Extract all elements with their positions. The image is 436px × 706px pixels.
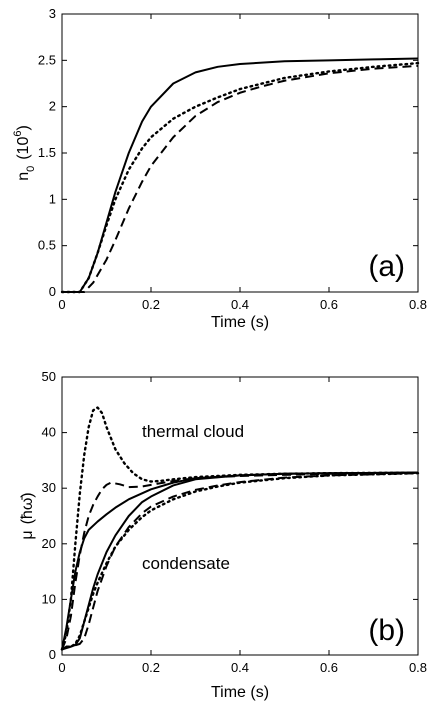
panel-a-ytick-label: 0 [49, 284, 56, 299]
panel-b-chart: 0 0.2 0.4 0.6 0.8 0 10 20 30 40 50 (b) thermal clo… [19, 369, 427, 701]
panel-b-condensate-dotted-series-line [60, 471, 420, 651]
panel-a-xtick-label: 0 [58, 297, 65, 312]
ylabel-subscript: 0 [25, 166, 37, 172]
panel-b-ytick-label: 20 [42, 536, 56, 551]
panel-b-thermal-cloud-dashed-series-line [61, 471, 419, 650]
panel-b-label: (b) [368, 614, 405, 647]
panel-a-xtick-label: 0.4 [231, 297, 249, 312]
panel-b-ylabel: μ (ħω̄) [19, 492, 36, 539]
panel-b-ytick-label: 50 [42, 369, 56, 384]
panel-b-xtick-label: 0.8 [409, 660, 427, 675]
panel-a-chart: 0 0.2 0.4 0.6 0.800.511.522.53 (a) Time (s) … [12, 6, 427, 331]
panel-b-xtick-label: 0.4 [231, 660, 249, 675]
ylabel-unit-open: (10 [15, 137, 32, 160]
panel-b-xtick-label: 0.6 [320, 660, 338, 675]
annotation-thermal-cloud: thermal cloud [142, 422, 244, 441]
panel-a-ytick-label: 1.5 [38, 145, 56, 160]
panel-a-ytick-label: 2 [49, 99, 56, 114]
panel-a-xtick-label: 0.6 [320, 297, 338, 312]
panel-a-series [60, 57, 420, 294]
panel-b-ytick-label: 0 [49, 647, 56, 662]
panel-a-ytick-label: 1 [49, 191, 56, 206]
panel-a-xlabel: Time (s) [211, 314, 269, 331]
panel-a-dotted-series-line [60, 61, 420, 294]
panel-b-ticks: 0 0.2 0.4 0.6 0.8 0 10 20 30 40 50 [42, 369, 428, 675]
panel-a-xtick-label: 0.2 [142, 297, 160, 312]
panel-b-condensate-solid-series-line [61, 471, 419, 651]
panel-a-ticks: 0 0.2 0.4 0.6 0.8 0 0.5 1 1.5 2 2.5 3 [38, 6, 427, 312]
panel-a-ylabel: n0 (106) [12, 125, 37, 181]
ylabel-n: n [15, 172, 32, 181]
ylabel-unit-close: ) [15, 125, 32, 130]
ylabel-mu-unit: (ħω̄) [19, 492, 36, 524]
panel-b-ytick-label: 30 [42, 480, 56, 495]
panel-a-ytick-label: 0.5 [38, 238, 56, 253]
panel-b-ytick-label: 10 [42, 591, 56, 606]
panel-a-ytick-label: 2.5 [38, 52, 56, 67]
ylabel-mu: μ [19, 530, 36, 539]
annotation-condensate: condensate [142, 554, 230, 573]
panel-a-xtick-label: 0.8 [409, 297, 427, 312]
panel-a-ytick-label: 3 [49, 6, 56, 21]
panel-a-label: (a) [368, 250, 405, 283]
panel-b-ytick-label: 40 [42, 425, 56, 440]
panel-a-dashed-series-line [62, 64, 419, 293]
panel-b-thermal-cloud-dotted-series-line [60, 406, 420, 651]
panel-b-xtick-label: 0.2 [142, 660, 160, 675]
panel-b-xtick-label: 0 [58, 660, 65, 675]
panel-b-series [60, 406, 420, 651]
panel-b-thermal-cloud-solid-series-line [61, 471, 419, 650]
panel-b-plot-frame [61, 376, 419, 656]
panel-b-condensate-dashed-series-line [61, 472, 419, 651]
panel-b-xlabel: Time (s) [211, 684, 269, 701]
ylabel-unit-sup: 6 [12, 131, 24, 137]
panel-a-plot-frame [61, 13, 419, 293]
